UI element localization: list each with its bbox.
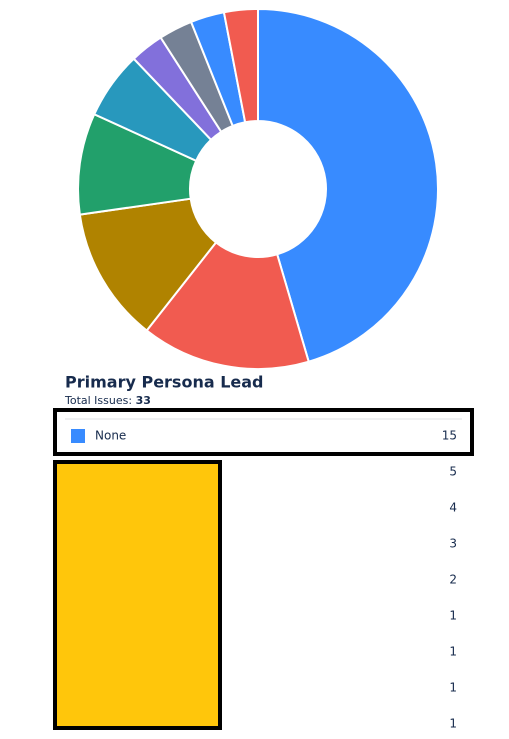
- legend-value: 15: [442, 429, 457, 443]
- legend-label: None: [95, 429, 126, 443]
- legend-value: 1: [449, 717, 457, 731]
- pie-slice: [222, 7, 259, 124]
- total-label-text: Total Issues:: [64, 394, 132, 407]
- redaction-box: [53, 460, 222, 730]
- highlight-box: [53, 408, 474, 456]
- donut-chart: [77, 7, 439, 370]
- total-value: 33: [136, 394, 151, 407]
- legend-value: 1: [449, 609, 457, 623]
- pie-slice: [145, 241, 310, 370]
- legend: None 15 5 4 3 2 1 1 1 1: [71, 429, 457, 731]
- pie-slice: [78, 197, 218, 332]
- pie-slice: [257, 7, 439, 363]
- legend-swatch: [71, 429, 85, 443]
- legend-value: 2: [449, 573, 457, 587]
- legend-value: 1: [449, 681, 457, 695]
- legend-value: 5: [449, 465, 457, 479]
- total-label: Total Issues: 33: [64, 394, 151, 407]
- chart-title: Primary Persona Lead: [65, 373, 264, 392]
- legend-value: 4: [449, 501, 457, 515]
- legend-value: 1: [449, 645, 457, 659]
- legend-value: 3: [449, 537, 457, 551]
